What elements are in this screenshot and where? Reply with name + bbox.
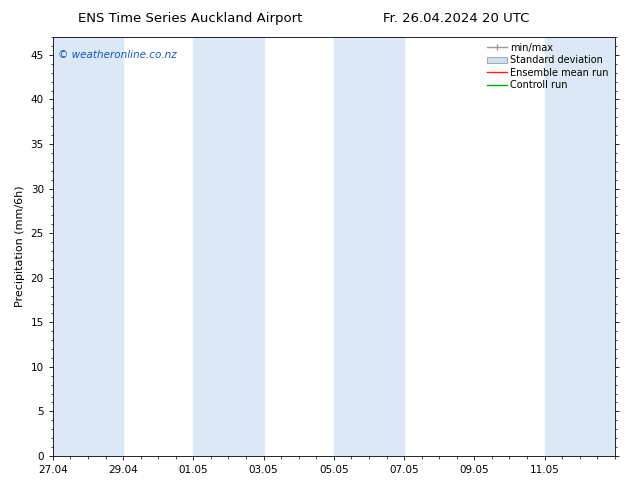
Y-axis label: Precipitation (mm/6h): Precipitation (mm/6h) <box>15 186 25 307</box>
Text: ENS Time Series Auckland Airport: ENS Time Series Auckland Airport <box>78 12 302 25</box>
Bar <box>334 37 404 456</box>
Bar <box>193 37 264 456</box>
Legend: min/max, Standard deviation, Ensemble mean run, Controll run: min/max, Standard deviation, Ensemble me… <box>483 39 613 94</box>
Bar <box>545 37 615 456</box>
Text: Fr. 26.04.2024 20 UTC: Fr. 26.04.2024 20 UTC <box>384 12 529 25</box>
Bar <box>53 37 123 456</box>
Text: © weatheronline.co.nz: © weatheronline.co.nz <box>58 49 178 60</box>
